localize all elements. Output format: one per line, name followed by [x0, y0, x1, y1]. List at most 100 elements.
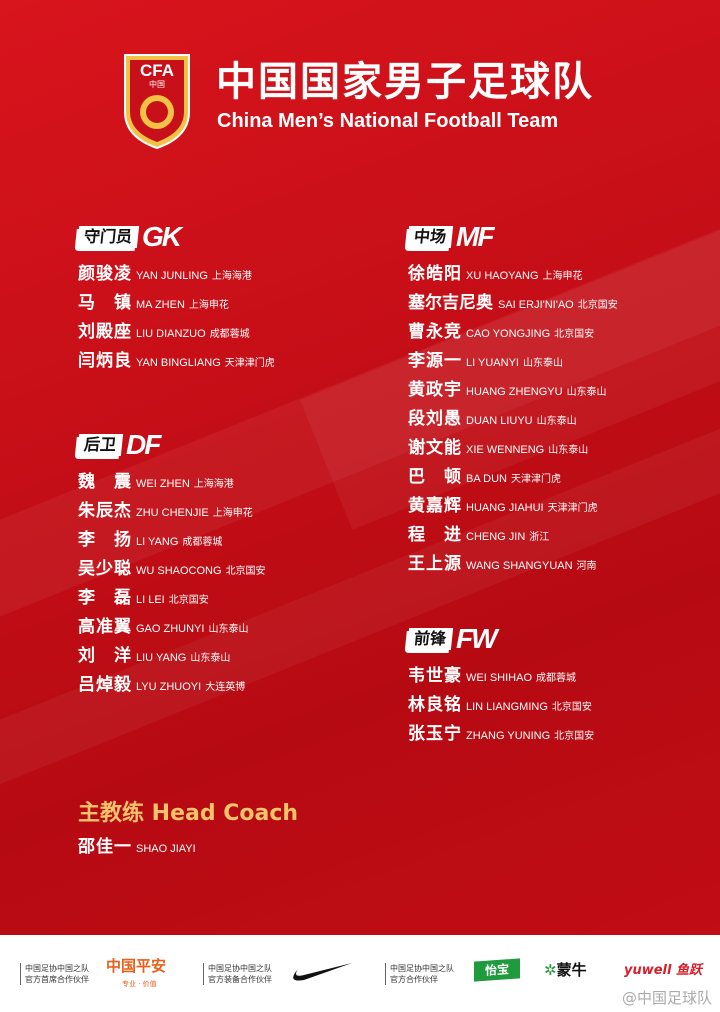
- player-club: 上海申花: [188, 300, 229, 311]
- player-club: 上海申花: [212, 508, 253, 519]
- sponsor-footer: 中国足协中国之队 官方首席合作伙伴 中国平安 专业 · 价值 中国足协中国之队 …: [0, 935, 720, 1012]
- player-row: 李扬 LI YANG 成都蓉城: [78, 526, 266, 555]
- player-club: 北京国安: [554, 329, 595, 340]
- player-club: 天津津门虎: [224, 358, 275, 369]
- section-header: 前锋 FW: [406, 623, 594, 654]
- player-name-pinyin: MA ZHEN: [136, 299, 185, 311]
- player-name-cn: 黄政宇: [408, 380, 461, 400]
- poster: CFA 中国 中国国家男子足球队 China Men’s National Fo…: [0, 0, 720, 935]
- player-name-pinyin: HUANG ZHENGYU: [466, 386, 563, 398]
- player-name-pinyin: XU HAOYANG: [466, 270, 539, 282]
- player-club: 山东泰山: [523, 358, 563, 369]
- yibao-logo: 怡宝: [474, 958, 520, 982]
- player-row: 李磊 LI LEI 北京国安: [78, 584, 266, 613]
- player-row: 巴顿 BA DUN 天津津门虎: [408, 463, 618, 492]
- player-club: 成都蓉城: [209, 329, 250, 340]
- player-row: 黄政宇 HUANG ZHENGYU 山东泰山: [408, 376, 618, 405]
- player-name-pinyin: XIE WENNENG: [466, 444, 545, 456]
- player-name-pinyin: SAI ERJI'NI'AO: [498, 299, 574, 311]
- player-club: 上海海港: [211, 271, 252, 282]
- player-name-cn: 巴顿: [408, 467, 461, 487]
- player-name-cn: 程进: [408, 525, 461, 545]
- player-name-cn: 吕焯毅: [78, 675, 131, 695]
- cfa-logo: CFA 中国: [124, 54, 190, 150]
- player-name-cn: 李源一: [408, 351, 461, 371]
- player-name-pinyin: YAN JUNLING: [136, 270, 208, 282]
- player-name-pinyin: WANG SHANGYUAN: [466, 560, 573, 572]
- position-label-en: DF: [126, 429, 161, 460]
- player-row: 刘洋 LIU YANG 山东泰山: [78, 642, 266, 671]
- sponsor-1-line2: 官方首席合作伙伴: [25, 975, 89, 984]
- player-row: 徐皓阳 XU HAOYANG 上海申花: [408, 260, 618, 289]
- section-gk: 守门员 GK 颜骏凌 YAN JUNLING 上海海港 马镇 MA ZHEN 上…: [76, 221, 275, 376]
- position-label-cn: 后卫: [76, 434, 124, 456]
- player-name-cn: 徐皓阳: [408, 264, 461, 284]
- pingan-tagline: 专业 · 价值: [122, 980, 157, 988]
- section-df: 后卫 DF 魏震 WEI ZHEN 上海海港 朱辰杰 ZHU CHENJIE 上…: [76, 429, 266, 700]
- player-name-pinyin: ZHU CHENJIE: [136, 507, 209, 519]
- player-name-pinyin: LIN LIANGMING: [466, 701, 548, 713]
- player-row: 曹永竞 CAO YONGJING 北京国安: [408, 318, 618, 347]
- sponsor-1-line1: 中国足协中国之队: [25, 964, 89, 973]
- player-name-cn: 王上源: [408, 554, 461, 574]
- player-club: 山东泰山: [536, 416, 577, 427]
- player-name-cn: 黄嘉辉: [408, 496, 461, 516]
- mengniu-logo: ✲蒙牛: [544, 961, 587, 979]
- player-club: 上海申花: [542, 271, 583, 282]
- player-name-cn: 李扬: [78, 530, 131, 550]
- title-en: China Men’s National Football Team: [217, 110, 559, 132]
- player-row: 塞尔吉尼奥 SAI ERJI'NI'AO 北京国安: [408, 289, 618, 318]
- weibo-watermark: @中国足球队: [621, 989, 712, 1007]
- coach-title: 主教练 Head Coach: [78, 801, 299, 826]
- position-label-cn: 前锋: [406, 628, 454, 650]
- player-row: 吕焯毅 LYU ZHUOYI 大连英博: [78, 671, 266, 700]
- player-name-pinyin: BA DUN: [466, 473, 507, 485]
- sponsor-3-line2: 官方合作伙伴: [390, 975, 438, 984]
- player-club: 山东泰山: [548, 445, 589, 456]
- player-club: 成都蓉城: [536, 673, 577, 684]
- position-label-cn: 守门员: [76, 226, 140, 248]
- player-club: 北京国安: [168, 595, 209, 606]
- player-name-cn: 韦世豪: [408, 666, 461, 686]
- player-name-cn: 李磊: [78, 588, 131, 608]
- mengniu-text: 蒙牛: [556, 961, 587, 979]
- player-name-cn: 颜骏凌: [78, 264, 131, 284]
- player-row: 魏震 WEI ZHEN 上海海港: [78, 468, 266, 497]
- sponsor-3-line1: 中国足协中国之队: [390, 964, 454, 973]
- position-label-en: FW: [456, 623, 498, 654]
- player-name-pinyin: CAO YONGJING: [466, 328, 551, 340]
- player-club: 山东泰山: [208, 624, 249, 635]
- player-row: 高准翼 GAO ZHUNYI 山东泰山: [78, 613, 266, 642]
- player-row: 朱辰杰 ZHU CHENJIE 上海申花: [78, 497, 266, 526]
- player-name-pinyin: GAO ZHUNYI: [136, 623, 205, 635]
- player-name-cn: 段刘愚: [408, 409, 461, 429]
- player-name-pinyin: LI LEI: [136, 594, 165, 606]
- sponsor-2-line1: 中国足协中国之队: [208, 964, 272, 973]
- coach-name-py: SHAO JIAYI: [136, 843, 196, 855]
- section-header: 守门员 GK: [76, 221, 275, 252]
- player-club: 北京国安: [225, 566, 266, 577]
- coach-row: 邵佳一 SHAO JIAYI: [78, 833, 200, 862]
- section-fw: 前锋 FW 韦世豪 WEI SHIHAO 成都蓉城 林良铭 LIN LIANGM…: [406, 623, 594, 749]
- player-row: 王上源 WANG SHANGYUAN 河南: [408, 550, 618, 579]
- player-name-cn: 谢文能: [408, 438, 461, 458]
- player-name-cn: 朱辰杰: [78, 501, 131, 521]
- player-name-cn: 曹永竞: [408, 322, 461, 342]
- pingan-logo: 中国平安: [106, 957, 167, 975]
- player-name-pinyin: CHENG JIN: [466, 531, 526, 543]
- player-name-pinyin: LIU DIANZUO: [136, 328, 206, 340]
- player-name-cn: 张玉宁: [408, 724, 461, 744]
- player-row: 谢文能 XIE WENNENG 山东泰山: [408, 434, 618, 463]
- player-name-pinyin: LI YUANYI: [466, 357, 519, 369]
- player-club: 山东泰山: [566, 387, 607, 398]
- position-label-en: GK: [142, 221, 182, 252]
- player-row: 韦世豪 WEI SHIHAO 成都蓉城: [408, 662, 594, 691]
- sponsor-2-label: 中国足协中国之队 官方装备合作伙伴: [203, 963, 272, 985]
- sponsor-1-label: 中国足协中国之队 官方首席合作伙伴: [20, 963, 89, 985]
- svg-text:CFA: CFA: [140, 61, 174, 80]
- section-header: 后卫 DF: [76, 429, 266, 460]
- player-name-pinyin: LYU ZHUOYI: [136, 681, 202, 693]
- player-name-pinyin: WEI ZHEN: [136, 478, 190, 490]
- player-row: 刘殿座 LIU DIANZUO 成都蓉城: [78, 318, 275, 347]
- player-row: 段刘愚 DUAN LIUYU 山东泰山: [408, 405, 618, 434]
